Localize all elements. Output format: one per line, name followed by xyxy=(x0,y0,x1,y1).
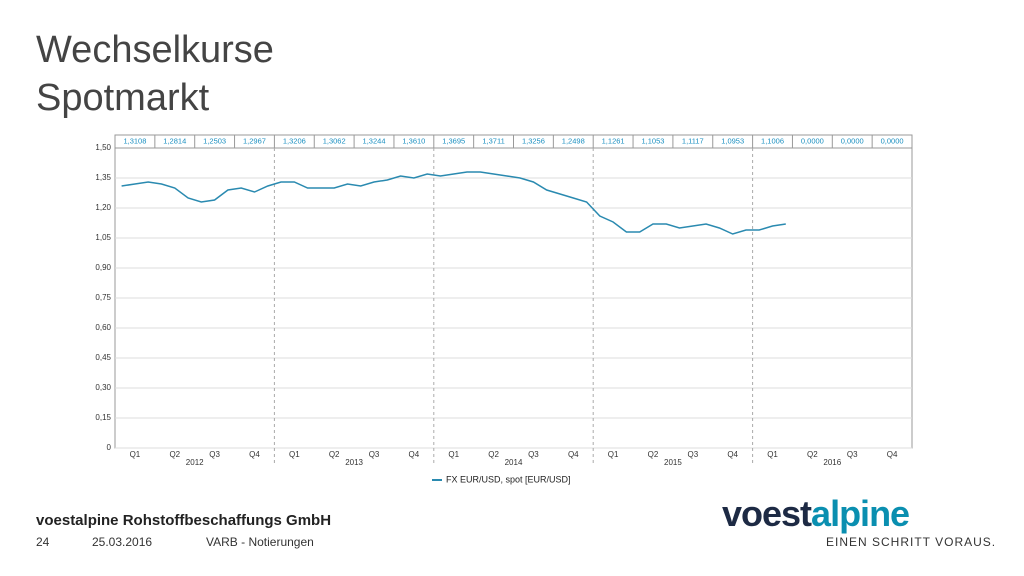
x-tick-label: Q4 xyxy=(409,450,420,459)
y-tick-label: 0,30 xyxy=(95,383,111,392)
logo-part: voest xyxy=(722,493,812,534)
x-tick-label: Q4 xyxy=(727,450,738,459)
quarter-average: 0,0000 xyxy=(801,136,824,145)
quarter-average: 1,0953 xyxy=(721,136,744,145)
quarter-average: 1,1261 xyxy=(602,136,625,145)
x-tick-label: Q3 xyxy=(369,450,380,459)
quarter-average: 1,3610 xyxy=(402,136,425,145)
y-tick-label: 1,05 xyxy=(95,233,111,242)
quarter-average: 0,0000 xyxy=(881,136,904,145)
x-tick-label: Q3 xyxy=(687,450,698,459)
quarter-average: 1,1117 xyxy=(682,136,704,145)
logo-part: alpine xyxy=(811,493,909,534)
year-label: 2015 xyxy=(664,458,682,467)
company: voestalpine Rohstoffbeschaffungs GmbH xyxy=(36,512,331,529)
x-tick-label: Q1 xyxy=(608,450,619,459)
quarter-average: 1,2814 xyxy=(163,136,186,145)
x-tick-label: Q4 xyxy=(249,450,260,459)
x-tick-label: Q4 xyxy=(887,450,898,459)
quarter-average: 1,2498 xyxy=(562,136,585,145)
title: Wechselkurse xyxy=(36,29,274,71)
tagline: EINEN SCHRITT VORAUS. xyxy=(826,535,996,549)
quarter-average: 1,2967 xyxy=(243,136,266,145)
quarter-average: 1,3108 xyxy=(123,136,146,145)
x-tick-label: Q3 xyxy=(209,450,220,459)
year-label: 2016 xyxy=(823,458,841,467)
legend-label: FX EUR/USD, spot [EUR/USD] xyxy=(446,474,571,484)
year-label: 2013 xyxy=(345,458,363,467)
quarter-average: 1,2503 xyxy=(203,136,226,145)
x-tick-label: Q1 xyxy=(767,450,778,459)
logo: voestalpine xyxy=(722,493,909,534)
x-tick-label: Q1 xyxy=(130,450,141,459)
y-tick-label: 0,45 xyxy=(95,353,111,362)
y-tick-label: 1,20 xyxy=(95,203,111,212)
x-tick-label: Q1 xyxy=(289,450,300,459)
data-line xyxy=(121,171,786,235)
date: 25.03.2016 xyxy=(92,535,152,549)
y-tick-label: 0,90 xyxy=(95,263,111,272)
quarter-average: 1,3206 xyxy=(283,136,306,145)
quarter-average: 1,3244 xyxy=(363,136,386,145)
quarter-average: 1,3695 xyxy=(442,136,465,145)
title: Spotmarkt xyxy=(36,77,210,119)
quarter-average: 0,0000 xyxy=(841,136,864,145)
x-tick-label: Q3 xyxy=(847,450,858,459)
quarter-average: 1,3256 xyxy=(522,136,545,145)
y-tick-label: 1,35 xyxy=(95,173,111,182)
page-number: 24 xyxy=(36,535,50,549)
x-tick-label: Q1 xyxy=(448,450,459,459)
x-tick-label: Q2 xyxy=(329,450,340,459)
x-tick-label: Q4 xyxy=(568,450,579,459)
quarter-average: 1,3711 xyxy=(482,136,504,145)
topic: VARB - Notierungen xyxy=(206,535,314,549)
quarter-average: 1,1006 xyxy=(761,136,784,145)
y-tick-label: 0,60 xyxy=(95,323,111,332)
x-tick-label: Q3 xyxy=(528,450,539,459)
x-tick-label: Q2 xyxy=(169,450,180,459)
y-tick-label: 0 xyxy=(107,443,112,452)
x-tick-label: Q2 xyxy=(488,450,499,459)
quarter-average: 1,1053 xyxy=(641,136,664,145)
chart: 0 0,15 0,30 0,45 0,60 0,75 0,90 1,05 1,20 1,35 1,5… xyxy=(95,134,913,484)
year-label: 2014 xyxy=(505,458,523,467)
year-label: 2012 xyxy=(186,458,204,467)
quarter-average: 1,3062 xyxy=(323,136,346,145)
x-tick-label: Q2 xyxy=(648,450,659,459)
y-tick-label: 0,75 xyxy=(95,293,111,302)
x-tick-label: Q2 xyxy=(807,450,818,459)
y-tick-label: 1,50 xyxy=(95,143,111,152)
y-tick-label: 0,15 xyxy=(95,413,111,422)
